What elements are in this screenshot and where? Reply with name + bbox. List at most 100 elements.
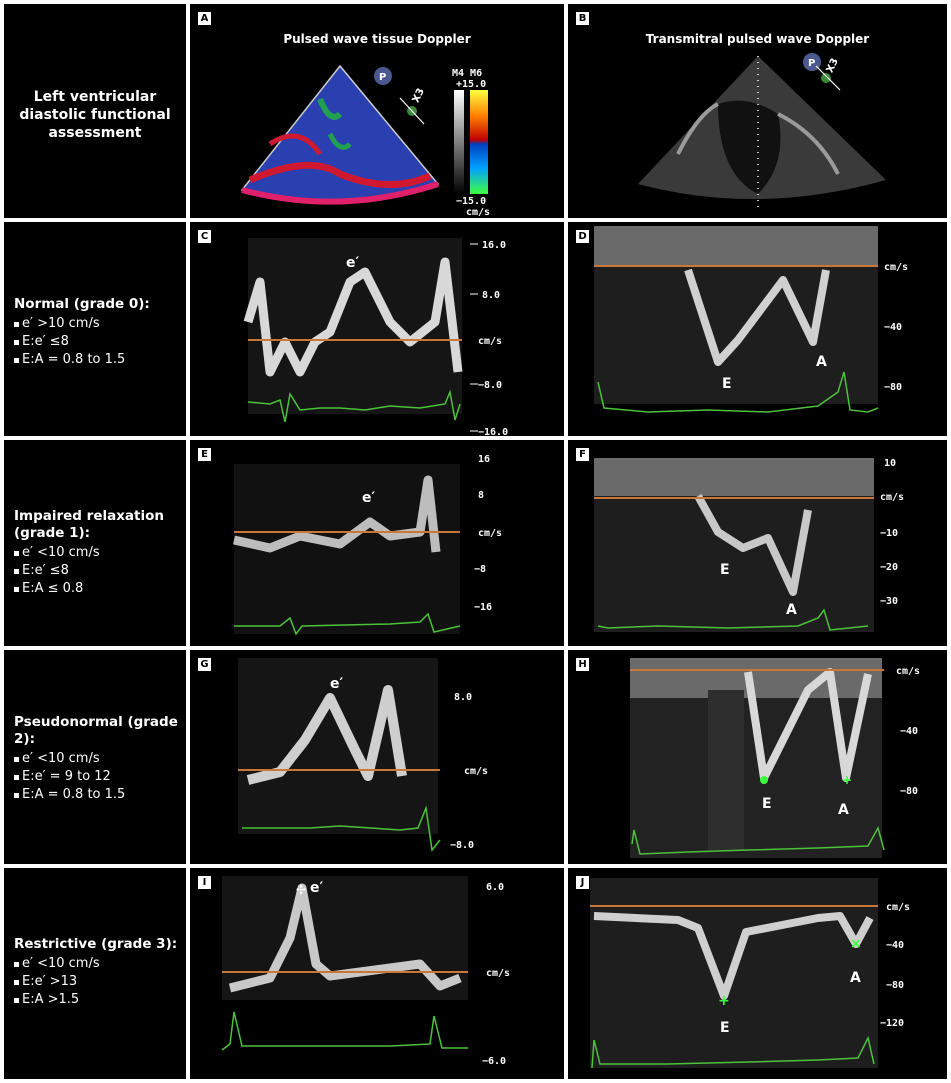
tick-label: cm/s xyxy=(896,666,920,677)
panel-d: D E A cm/s −40 −80 xyxy=(568,222,947,436)
tick-label: cm/s xyxy=(884,262,908,273)
tick-label: 8.0 xyxy=(482,290,500,301)
mitral-doppler-trace: E A 10 cm/s −10 −20 −30 xyxy=(594,458,904,632)
zoom-label: X3 xyxy=(825,57,841,75)
panel-letter: D xyxy=(576,230,589,243)
tick-label: −40 xyxy=(886,940,904,951)
panel-a: A Pulsed wave tissue Doppler P X3 M4 M6 … xyxy=(190,4,564,218)
panel-f: F E A 10 cm/s −10 −20 −30 xyxy=(568,440,947,646)
wave-label-a: A xyxy=(786,602,797,618)
panel-title: Transmitral pulsed wave Doppler xyxy=(645,32,870,46)
panel-letter: I xyxy=(198,876,211,889)
tick-label: 6.0 xyxy=(486,882,504,893)
tick-label: 8.0 xyxy=(454,692,472,703)
color-scale-bar xyxy=(470,90,488,194)
tick-label: −6.0 xyxy=(482,1056,506,1067)
velocity-envelope xyxy=(243,257,463,377)
velocity-envelope xyxy=(684,268,830,366)
y-axis: cm/s −40 −80 xyxy=(884,262,908,393)
e-prime-marker: ✣ xyxy=(296,883,306,897)
panel-letter: B xyxy=(576,12,589,25)
velocity-envelope xyxy=(228,883,462,993)
criterion: E:e′ = 9 to 12 xyxy=(14,768,180,786)
probe-icon xyxy=(374,67,392,85)
tick-label: −120 xyxy=(880,1018,904,1029)
panel-h: H + E A cm/s −40 −80 xyxy=(568,650,947,864)
row-heading: Impaired relaxation (grade 1): xyxy=(14,508,165,541)
panel-e: E e′ 16 8 cm/s −8 −16 xyxy=(190,440,564,646)
probe-label: P xyxy=(808,58,815,69)
tick-label: −8.0 xyxy=(450,840,474,851)
tick-label: −20 xyxy=(880,562,898,573)
wave-label-e: E xyxy=(720,562,730,578)
panel-i: I ✣ e′ 6.0 cm/s −6.0 xyxy=(190,868,564,1079)
ecg-trace xyxy=(242,805,441,852)
gate-marker xyxy=(821,73,831,83)
row-heading: Pseudonormal (grade 2): xyxy=(14,714,178,747)
scale-unit: cm/s xyxy=(466,207,490,218)
criterion: e′ <10 cm/s xyxy=(14,544,180,562)
tick-label: 16 xyxy=(478,454,490,465)
panel-b: B Transmitral pulsed wave Doppler P X3 xyxy=(568,4,947,218)
ecg-trace xyxy=(631,826,885,855)
wave-label-a: A xyxy=(838,802,849,818)
criterion: E:A >1.5 xyxy=(14,991,180,1009)
criterion: E:e′ ≤8 xyxy=(14,562,180,580)
ecg-trace xyxy=(234,612,461,636)
tissue-doppler-trace: e′ 8.0 cm/s −8.0 xyxy=(238,658,488,852)
velocity-envelope xyxy=(233,475,441,553)
wave-label-e: E xyxy=(720,1020,730,1036)
wave-label-e-prime: e′ xyxy=(346,255,359,271)
figure-title: Left ventricular diastolic functional as… xyxy=(19,89,171,141)
ecg-trace xyxy=(247,389,461,423)
tick-label: −40 xyxy=(900,726,918,737)
criterion: E:e′ ≤8 xyxy=(14,333,180,351)
tick-label: cm/s xyxy=(886,902,910,913)
panel-letter: C xyxy=(198,230,211,243)
panel-g: G e′ 8.0 cm/s −8.0 xyxy=(190,650,564,864)
title-cell: Left ventricular diastolic functional as… xyxy=(4,4,186,218)
a-peak-marker: × xyxy=(850,936,862,952)
criterion: e′ <10 cm/s xyxy=(14,955,180,973)
y-axis: cm/s −40 −80 xyxy=(896,666,920,797)
wave-label-a: A xyxy=(816,354,827,370)
tick-label: −80 xyxy=(884,382,902,393)
wave-label-a: A xyxy=(850,970,861,986)
ecg-trace xyxy=(221,1011,468,1051)
panel-letter: G xyxy=(198,658,211,671)
wave-label-e-prime: e′ xyxy=(362,490,375,506)
mitral-doppler-trace: + E A cm/s −40 −80 xyxy=(630,658,920,858)
panel-letter: H xyxy=(576,658,589,671)
tick-label: 16.0 xyxy=(482,240,506,251)
panel-title: Pulsed wave tissue Doppler xyxy=(283,32,471,46)
criterion: e′ <10 cm/s xyxy=(14,750,180,768)
y-axis: cm/s −40 −80 −120 xyxy=(880,902,910,1029)
panel-c: C e′ 16.0 8.0 cm/s −8.0 −16.0 xyxy=(190,222,564,436)
wave-label-e-prime: e′ xyxy=(330,676,343,692)
criterion: E:A = 0.8 to 1.5 xyxy=(14,786,180,804)
echo-image: P X3 xyxy=(638,53,886,209)
tick-label: cm/s xyxy=(880,492,904,503)
ecg-trace xyxy=(591,1035,875,1069)
tick-label: 10 xyxy=(884,458,896,469)
wave-label-e: E xyxy=(722,376,732,392)
panel-j: J + × E A cm/s −40 −80 −120 xyxy=(568,868,947,1079)
mitral-doppler-trace: + × E A cm/s −40 −80 −120 xyxy=(590,878,910,1069)
zoom-label: X3 xyxy=(411,87,427,105)
tick-label: −40 xyxy=(884,322,902,333)
tick-label: −8.0 xyxy=(478,380,502,391)
velocity-envelope xyxy=(744,668,872,782)
scale-max: +15.0 xyxy=(456,79,486,90)
velocity-envelope xyxy=(593,912,874,1000)
y-axis: 6.0 cm/s −6.0 xyxy=(482,882,510,1067)
probe-label: P xyxy=(379,72,386,83)
tick-label: −16.0 xyxy=(478,427,508,436)
y-axis: 10 cm/s −10 −20 −30 xyxy=(880,458,904,607)
criterion: e′ >10 cm/s xyxy=(14,315,180,333)
mitral-doppler-trace: E A cm/s −40 −80 xyxy=(594,226,908,413)
e-peak-marker xyxy=(760,776,768,784)
row-label-impaired: Impaired relaxation (grade 1): e′ <10 cm… xyxy=(4,440,186,646)
row-heading: Normal (grade 0): xyxy=(14,296,150,312)
tick-label: −16 xyxy=(474,602,492,613)
row-heading: Restrictive (grade 3): xyxy=(14,936,178,952)
